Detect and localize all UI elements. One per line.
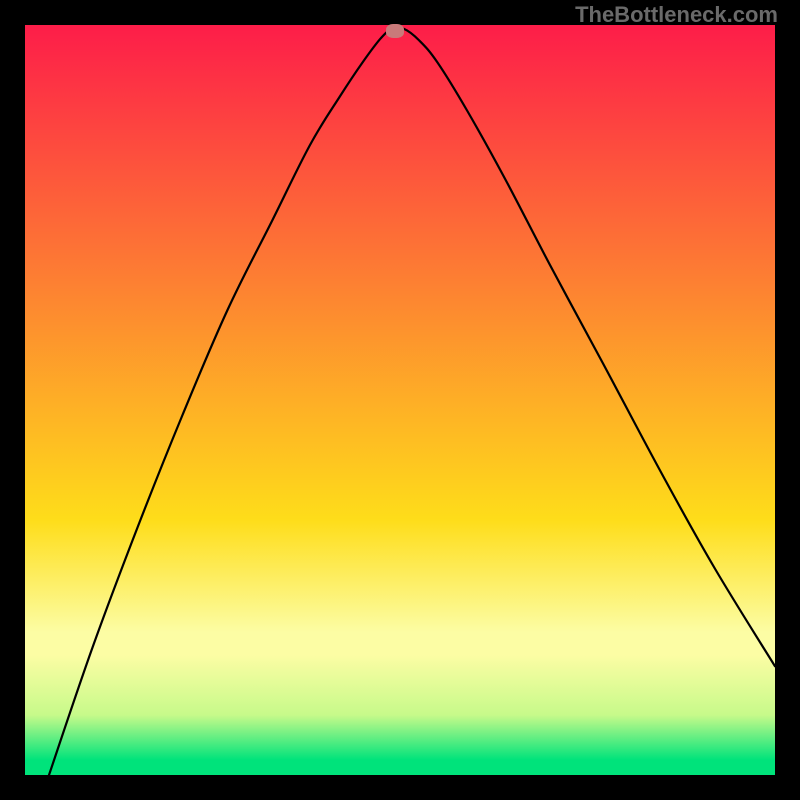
plot-area [25,25,775,775]
optimum-marker [386,24,404,38]
curve-svg [25,25,775,775]
bottleneck-curve [49,27,775,775]
watermark-text: TheBottleneck.com [575,2,778,28]
